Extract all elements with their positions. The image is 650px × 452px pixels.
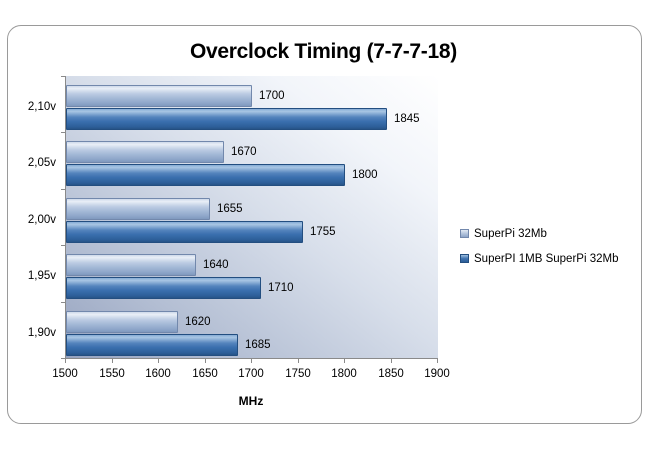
bar-light-cat2 xyxy=(66,198,210,220)
category-label: 1,90v xyxy=(27,327,56,339)
legend-item-series1: SuperPI 1MB SuperPi 32Mb xyxy=(460,246,618,271)
legend-label-series1: SuperPI 1MB SuperPi 32Mb xyxy=(474,252,619,265)
bar-light-cat0 xyxy=(66,85,252,107)
bar-value-label: 1620 xyxy=(185,316,211,328)
x-axis-tick xyxy=(298,359,299,363)
y-axis-tick xyxy=(61,189,65,190)
bar-light-cat4 xyxy=(66,311,178,333)
bar-dark-cat2 xyxy=(66,221,303,243)
bar-light-cat3 xyxy=(66,254,196,276)
bar-value-label: 1755 xyxy=(310,226,336,238)
y-axis-tick xyxy=(61,132,65,133)
y-axis-tick xyxy=(61,76,65,77)
x-axis-tick xyxy=(344,359,345,363)
category-label: 2,00v xyxy=(27,214,56,226)
category-label: 2,05v xyxy=(27,157,56,169)
category-label: 2,10v xyxy=(27,101,56,113)
chart-title: Overclock Timing (7-7-7-18) xyxy=(190,40,457,63)
bar-dark-cat4 xyxy=(66,334,238,356)
bar-value-label: 1710 xyxy=(268,282,294,294)
category-label: 1,95v xyxy=(27,270,56,282)
x-tick-label: 1800 xyxy=(331,368,357,380)
x-tick-label: 1850 xyxy=(378,368,404,380)
x-tick-label: 1650 xyxy=(192,368,218,380)
bar-value-label: 1670 xyxy=(231,146,257,158)
legend: SuperPi 32Mb SuperPI 1MB SuperPi 32Mb xyxy=(460,221,618,271)
x-axis-tick xyxy=(251,359,252,363)
bar-value-label: 1655 xyxy=(217,203,243,215)
x-axis-tick xyxy=(65,359,66,363)
bar-dark-cat3 xyxy=(66,277,261,299)
x-tick-label: 1900 xyxy=(424,368,450,380)
x-tick-label: 1750 xyxy=(285,368,311,380)
bar-light-cat1 xyxy=(66,141,224,163)
x-tick-label: 1550 xyxy=(99,368,125,380)
bar-value-label: 1800 xyxy=(352,169,378,181)
y-axis-tick xyxy=(61,302,65,303)
legend-label-series0: SuperPi 32Mb xyxy=(474,227,547,240)
x-axis-tick xyxy=(437,359,438,363)
y-axis-tick xyxy=(61,358,65,359)
y-axis-tick xyxy=(61,245,65,246)
x-axis-tick xyxy=(112,359,113,363)
x-axis-tick xyxy=(391,359,392,363)
bar-dark-cat0 xyxy=(66,108,387,130)
legend-swatch-dark-blue-icon xyxy=(460,254,469,263)
x-tick-label: 1500 xyxy=(52,368,78,380)
x-axis-tick xyxy=(205,359,206,363)
x-axis-title: MHz xyxy=(238,394,264,408)
x-tick-label: 1700 xyxy=(238,368,264,380)
legend-item-series0: SuperPi 32Mb xyxy=(460,221,618,246)
bar-value-label: 1700 xyxy=(259,90,285,102)
bar-value-label: 1640 xyxy=(203,259,229,271)
bar-value-label: 1845 xyxy=(394,113,420,125)
x-tick-label: 1600 xyxy=(145,368,171,380)
legend-swatch-light-blue-icon xyxy=(460,229,469,238)
bar-value-label: 1685 xyxy=(245,339,271,351)
x-axis-tick xyxy=(158,359,159,363)
bar-dark-cat1 xyxy=(66,164,345,186)
